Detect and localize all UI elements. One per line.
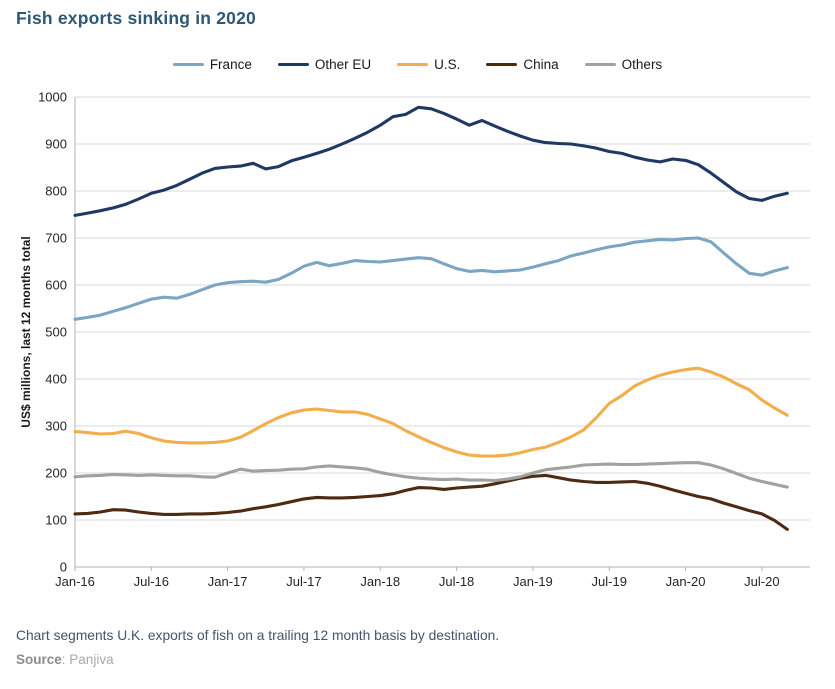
legend-item-u-s: U.S.: [397, 57, 460, 72]
chart-canvas: 0 100 200 300 400 500 600 700 800 900 1000 Jan-16 Ju…: [19, 90, 810, 589]
legend-label-others: Others: [621, 57, 663, 72]
x-tick-label-jan-20: Jan-20: [666, 574, 706, 589]
y-tick-label-800: 800: [45, 184, 67, 199]
y-tick-label-500: 500: [45, 325, 67, 340]
legend-swatch-china: [486, 62, 518, 67]
chart-legend: France Other EU U.S. China Others: [0, 57, 835, 72]
legend-item-china: China: [486, 57, 559, 72]
legend-label-france: France: [209, 57, 252, 72]
x-tick-label-jul-17: Jul-17: [286, 574, 321, 589]
series-line-others: [73, 461, 789, 489]
x-tick-label-jul-16: Jul-16: [134, 574, 169, 589]
source-line: Source: Panjiva: [16, 652, 114, 667]
y-tick-label-1000: 1000: [38, 90, 67, 105]
legend-swatch-france: [172, 62, 204, 67]
source-separator: :: [61, 652, 70, 667]
series-line-u-s: [73, 366, 789, 458]
series-line-china: [73, 473, 789, 531]
legend-label-u-s: U.S.: [434, 57, 461, 72]
chart-title: Fish exports sinking in 2020: [16, 8, 256, 28]
legend-item-other-eu: Other EU: [277, 57, 372, 72]
y-tick-label-100: 100: [45, 513, 67, 528]
series-line-other-eu: [73, 105, 789, 217]
y-tick-label-900: 900: [45, 137, 67, 152]
legend-label-other-eu: Other EU: [314, 57, 372, 72]
x-tick-label-jul-18: Jul-18: [439, 574, 474, 589]
legend-swatch-u-s: [397, 62, 429, 67]
y-tick-label-300: 300: [45, 419, 67, 434]
x-tick-label-jul-20: Jul-20: [744, 574, 779, 589]
x-tick-label-jan-18: Jan-18: [360, 574, 400, 589]
source-name: Panjiva: [69, 652, 114, 667]
legend-swatch-others: [584, 62, 616, 67]
y-axis-title: US$ millions, last 12 months total: [19, 236, 33, 427]
y-tick-label-700: 700: [45, 231, 67, 246]
legend-swatch-other-eu: [277, 62, 309, 67]
legend-label-china: China: [523, 57, 559, 72]
x-tick-label-jan-16: Jan-16: [55, 574, 95, 589]
chart-caption: Chart segments U.K. exports of fish on a…: [16, 628, 500, 643]
x-tick-label-jul-19: Jul-19: [592, 574, 627, 589]
y-tick-label-0: 0: [60, 560, 67, 575]
series-line-france: [73, 236, 789, 321]
x-tick-label-jan-17: Jan-17: [208, 574, 248, 589]
legend-item-others: Others: [584, 57, 663, 72]
x-tick-label-jan-19: Jan-19: [513, 574, 553, 589]
source-label: Source: [16, 652, 62, 667]
legend-item-france: France: [172, 57, 252, 72]
y-tick-label-200: 200: [45, 466, 67, 481]
y-tick-label-400: 400: [45, 372, 67, 387]
y-tick-label-600: 600: [45, 278, 67, 293]
